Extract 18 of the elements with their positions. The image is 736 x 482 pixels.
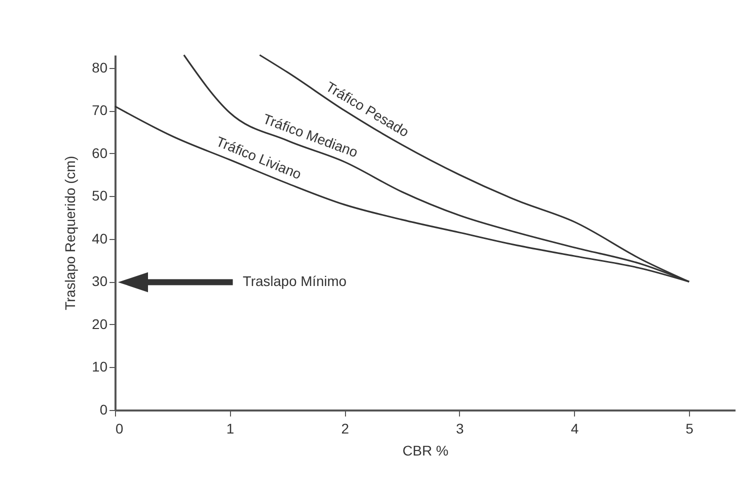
y-tick-label: 40	[92, 230, 108, 246]
y-tick-label: 20	[92, 316, 108, 332]
x-tick-label: 4	[570, 420, 579, 436]
x-tick-label: 1	[226, 420, 234, 436]
y-axis-title: Traslapo Requerido (cm)	[62, 156, 78, 310]
x-tick-label: 0	[116, 420, 124, 436]
x-tick-label: 3	[456, 420, 464, 436]
annotation: Traslapo Mínimo	[242, 273, 347, 290]
y-tick-label: 10	[92, 358, 108, 375]
y-tick-label: 50	[92, 188, 108, 204]
x-tick-label: 2	[341, 420, 350, 436]
y-tick-label: 80	[92, 59, 108, 76]
y-tick-label: 70	[92, 102, 108, 118]
x-tick-label: 5	[686, 420, 694, 436]
y-tick-label: 30	[92, 273, 108, 290]
y-tick-label: 60	[92, 144, 108, 161]
y-tick-label: 0	[100, 402, 108, 418]
x-axis-title: CBR %	[402, 442, 448, 458]
